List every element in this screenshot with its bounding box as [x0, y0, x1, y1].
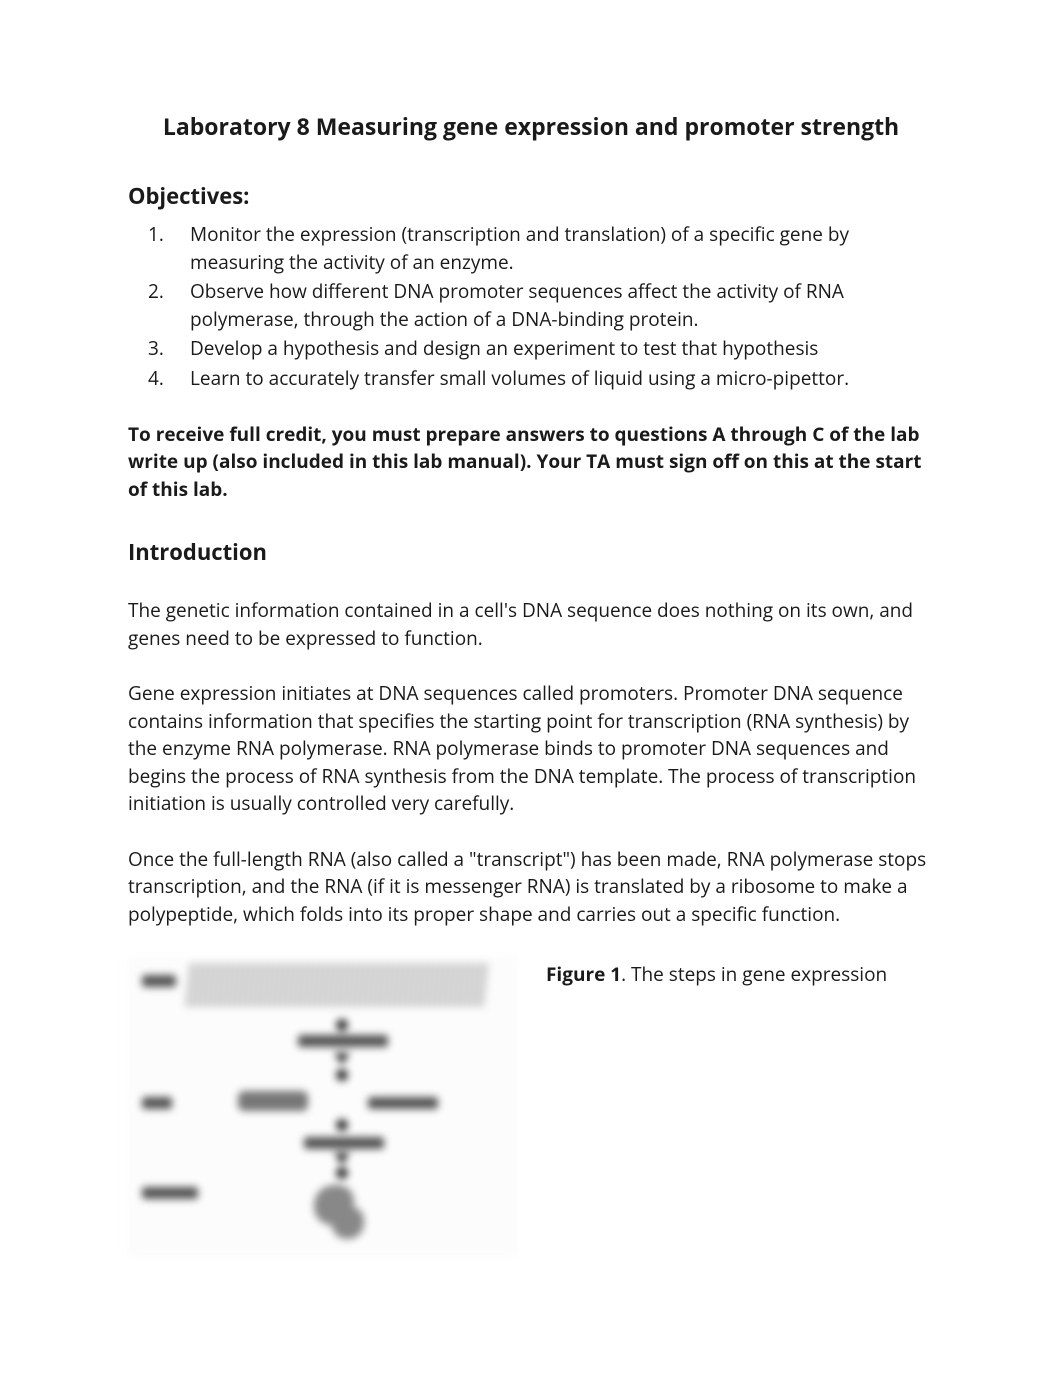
intro-paragraph-1: The genetic information contained in a c…: [128, 597, 934, 652]
intro-paragraph-3: Once the full-length RNA (also called a …: [128, 846, 934, 929]
objective-item: Observe how different DNA promoter seque…: [128, 278, 934, 333]
objectives-list: Monitor the expression (transcription an…: [128, 221, 934, 392]
objective-item: Develop a hypothesis and design an exper…: [128, 335, 934, 363]
figure-1-image: [128, 957, 518, 1257]
figure-label-rest: . The steps in gene expression: [621, 961, 887, 987]
figure-1-caption: Figure 1. The steps in gene expression: [546, 957, 934, 1257]
introduction-heading: Introduction: [128, 537, 934, 569]
page-title: Laboratory 8 Measuring gene expression a…: [128, 110, 934, 143]
objective-item: Monitor the expression (transcription an…: [128, 221, 934, 276]
credit-note: To receive full credit, you must prepare…: [128, 421, 934, 504]
objectives-heading: Objectives:: [128, 181, 934, 213]
figure-row: Figure 1. The steps in gene expression: [128, 957, 934, 1257]
objective-item: Learn to accurately transfer small volum…: [128, 365, 934, 393]
figure-label-bold: Figure 1: [546, 961, 621, 987]
intro-paragraph-2: Gene expression initiates at DNA sequenc…: [128, 680, 934, 818]
